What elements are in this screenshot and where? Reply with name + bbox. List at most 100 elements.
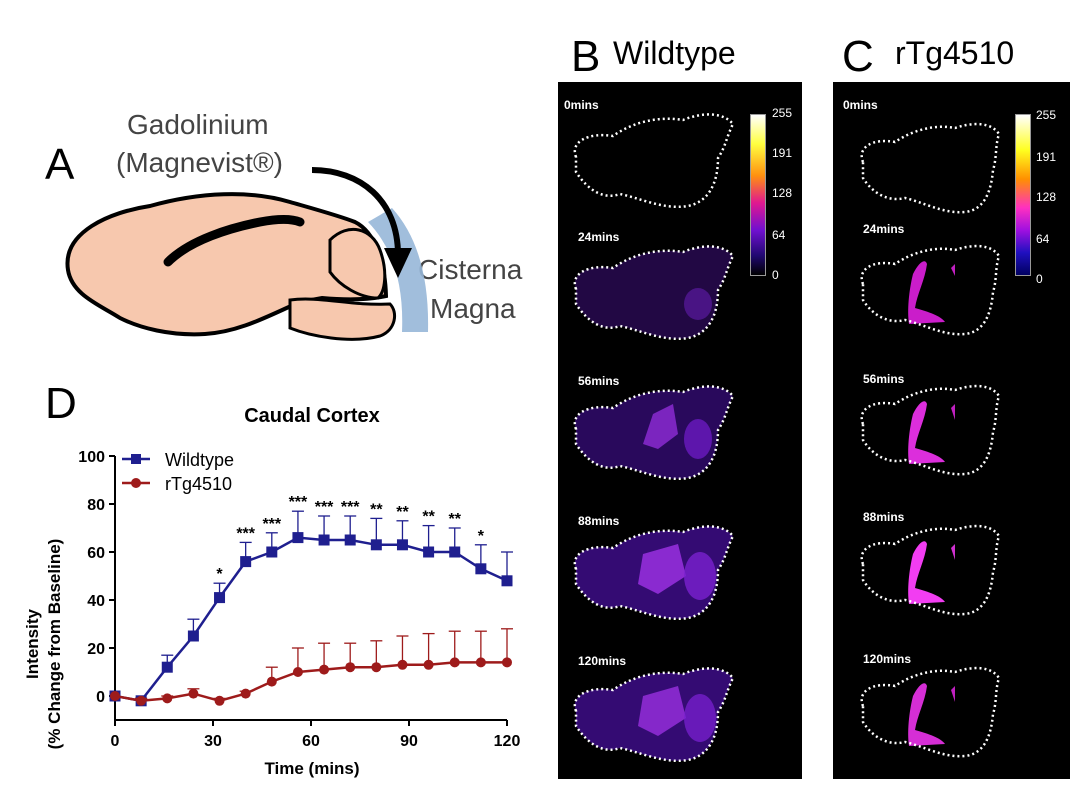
panel-a-letter: A xyxy=(45,140,75,189)
panel-d-letter: D xyxy=(45,379,77,428)
magna-label: Magna xyxy=(430,293,516,324)
wildtype-slice-120 xyxy=(573,667,735,763)
significance-marker: ** xyxy=(449,511,462,528)
significance-marker: *** xyxy=(236,525,255,542)
data-point-wildtype xyxy=(449,546,461,558)
data-point-wildtype xyxy=(370,539,382,551)
data-point-rtg4510 xyxy=(449,657,460,668)
wildtype-time-120: 120mins xyxy=(578,654,627,668)
arrow-curve xyxy=(311,167,401,256)
wildtype-brain-images xyxy=(573,113,735,763)
y-tick-label: 40 xyxy=(87,593,105,610)
significance-marker: ** xyxy=(422,509,435,526)
rtg-slice-24 xyxy=(860,244,1001,336)
rtg-cbar-128: 128 xyxy=(1036,190,1057,204)
wildtype-colorbar xyxy=(750,114,766,276)
wildtype-cbar-255: 255 xyxy=(772,106,793,120)
rtg-time-24: 24mins xyxy=(863,222,905,236)
data-point-rtg4510 xyxy=(266,676,277,687)
y-axis-label-line2: (% Change from Baseline) xyxy=(45,539,64,750)
wildtype-time-88: 88mins xyxy=(578,514,620,528)
data-point-rtg4510 xyxy=(371,662,382,673)
data-point-rtg4510 xyxy=(110,691,120,701)
data-point-rtg4510 xyxy=(502,657,512,668)
x-tick-label: 90 xyxy=(400,733,418,750)
wildtype-cbar-128: 128 xyxy=(772,186,793,200)
cisterna-label: Cisterna xyxy=(418,254,523,285)
rtg-colorbar xyxy=(1015,114,1031,276)
significance-marker: ** xyxy=(370,501,383,518)
rtg-time-56: 56mins xyxy=(863,372,905,386)
rtg-slice-88 xyxy=(860,524,1001,616)
rtg-time-88: 88mins xyxy=(863,510,905,524)
data-point-wildtype xyxy=(292,532,304,544)
data-point-wildtype xyxy=(161,661,173,673)
arrow-head xyxy=(384,248,412,278)
significance-marker: ** xyxy=(396,504,409,521)
wildtype-time-56: 56mins xyxy=(578,374,620,388)
data-point-wildtype xyxy=(423,546,435,558)
y-axis-label-line1: Intensity xyxy=(23,609,42,679)
data-point-rtg4510 xyxy=(319,664,330,675)
y-tick-label: 20 xyxy=(87,641,105,658)
panel-b-title: Wildtype xyxy=(613,35,736,71)
significance-marker: * xyxy=(478,528,485,545)
rtg-cbar-191: 191 xyxy=(1036,150,1057,164)
legend-rtg-label: rTg4510 xyxy=(165,474,232,494)
data-point-wildtype xyxy=(475,563,487,575)
panel-c-letter: C xyxy=(842,32,874,81)
data-point-rtg4510 xyxy=(188,688,199,699)
y-tick-label: 60 xyxy=(87,545,105,562)
rtg-cbar-64: 64 xyxy=(1036,232,1050,246)
brainstem-shape xyxy=(288,297,397,341)
gadolinium-label: Gadolinium xyxy=(127,109,269,140)
data-point-wildtype xyxy=(396,539,408,551)
cerebellum-shape xyxy=(328,228,387,300)
data-point-rtg4510 xyxy=(136,695,147,706)
rtg-slice-56 xyxy=(860,384,1001,476)
significance-marker: * xyxy=(216,566,223,583)
rtg-cbar-0: 0 xyxy=(1036,272,1043,286)
data-point-rtg4510 xyxy=(214,695,225,706)
significance-marker: *** xyxy=(262,516,281,533)
x-axis-label: Time (mins) xyxy=(264,759,359,778)
wildtype-time-0: 0mins xyxy=(564,98,599,112)
rtg-time-0: 0mins xyxy=(843,98,878,112)
significance-marker: *** xyxy=(289,494,308,511)
brain-schematic xyxy=(65,167,429,341)
data-point-wildtype xyxy=(266,546,278,558)
data-point-wildtype xyxy=(344,534,356,546)
data-point-wildtype xyxy=(214,592,226,604)
corpus-callosum xyxy=(163,214,305,267)
rtg-time-120: 120mins xyxy=(863,652,912,666)
y-tick-label: 100 xyxy=(78,449,105,466)
rtg-cbar-255: 255 xyxy=(1036,108,1057,122)
data-point-rtg4510 xyxy=(475,657,486,668)
x-tick-label: 30 xyxy=(204,733,222,750)
wildtype-slice-88 xyxy=(573,525,735,621)
legend-rtg-marker xyxy=(131,478,141,488)
data-point-rtg4510 xyxy=(240,688,251,699)
legend-wildtype-marker xyxy=(131,454,141,464)
series-line-wildtype xyxy=(114,536,508,703)
data-point-rtg4510 xyxy=(345,662,356,673)
x-tick-label: 120 xyxy=(494,733,521,750)
caudal-cortex-chart: Caudal Cortex Intensity (% Change from B… xyxy=(23,405,521,778)
data-point-wildtype xyxy=(240,556,252,568)
data-point-rtg4510 xyxy=(292,667,303,677)
wildtype-slice-56 xyxy=(573,385,735,481)
series-line-rtg4510 xyxy=(114,661,507,703)
x-tick-label: 60 xyxy=(302,733,320,750)
wildtype-slice-0 xyxy=(573,113,735,209)
x-tick-label: 0 xyxy=(111,733,120,750)
wildtype-slice-24 xyxy=(573,245,735,341)
panel-c-title: rTg4510 xyxy=(895,35,1015,71)
rtg4510-image-panel: 0mins 24mins 56mins 88mins 120mins 255 1… xyxy=(833,82,1070,779)
rtg4510-brain-images xyxy=(860,122,1001,758)
y-tick-label: 80 xyxy=(87,497,105,514)
data-point-rtg4510 xyxy=(397,659,408,670)
chart-legend: Wildtype rTg4510 xyxy=(122,450,234,494)
rtg-slice-0 xyxy=(860,122,1001,214)
y-tick-label: 0 xyxy=(96,689,105,706)
wildtype-time-24: 24mins xyxy=(578,230,620,244)
